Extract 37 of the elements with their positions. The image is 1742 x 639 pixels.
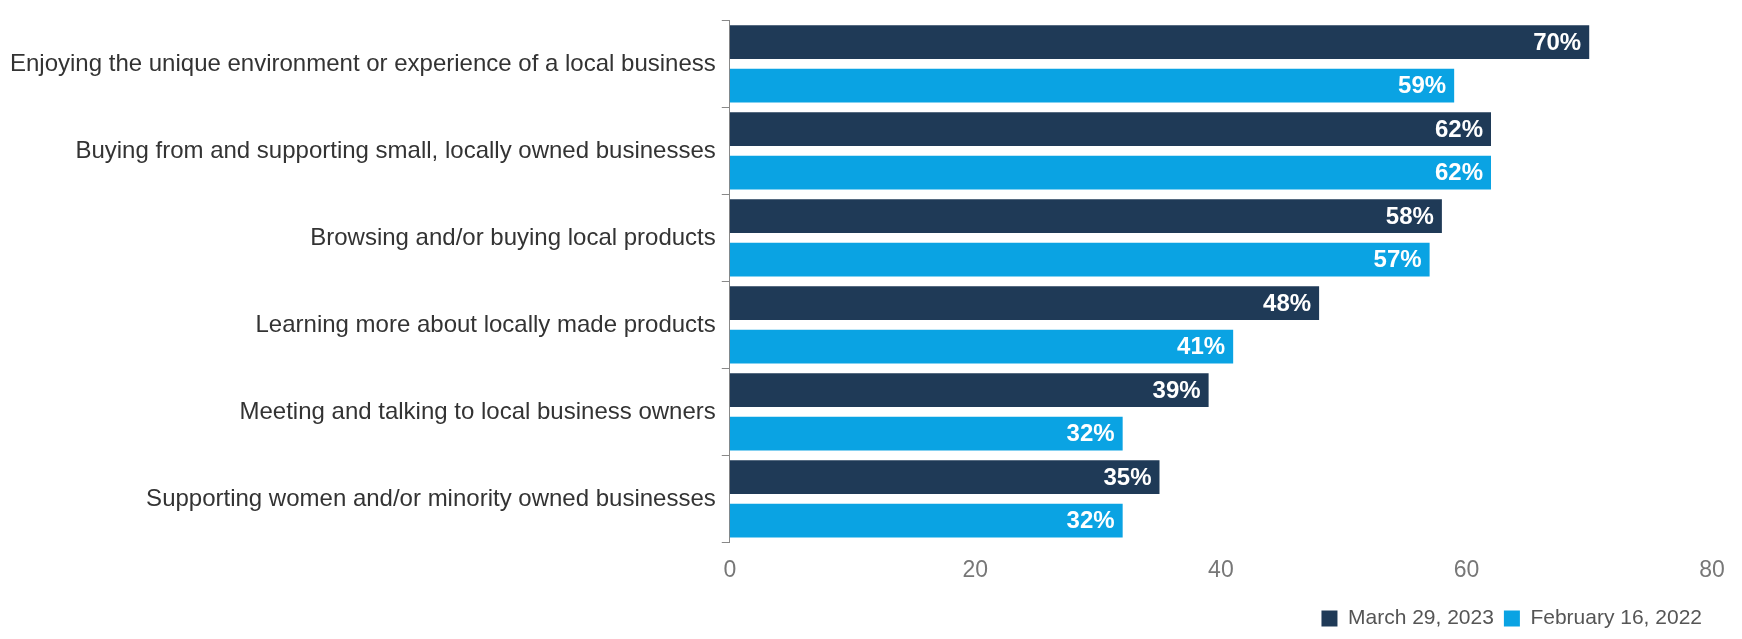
data-label: 39% <box>1152 375 1201 403</box>
data-label: 35% <box>1103 462 1152 490</box>
bar <box>729 112 1491 147</box>
y-tick-label: Supporting women and/or minority owned businesses <box>146 483 716 511</box>
y-tick-label: Buying from and supporting small, locally owned businesses <box>75 135 716 163</box>
bar <box>729 373 1209 408</box>
data-label: 70% <box>1533 27 1582 55</box>
x-tick-label: 20 <box>962 555 989 582</box>
x-tick-label: 40 <box>1208 555 1234 582</box>
x-tick-label: 80 <box>1699 555 1725 582</box>
bar <box>729 25 1590 60</box>
legend-label: March 29, 2023 <box>1347 605 1494 629</box>
y-tick-label: Meeting and talking to local business owners <box>239 396 716 424</box>
data-label: 59% <box>1398 71 1447 99</box>
data-label: 62% <box>1434 158 1483 186</box>
bar <box>729 199 1442 234</box>
bar <box>729 503 1123 538</box>
y-tick-label: Browsing and/or buying local products <box>310 222 716 250</box>
bar <box>729 242 1430 277</box>
x-tick-label: 60 <box>1453 555 1480 582</box>
bar <box>729 286 1320 321</box>
y-tick-label: Enjoying the unique environment or experience of a local business <box>9 48 716 76</box>
bar <box>729 416 1123 451</box>
data-label: 58% <box>1385 201 1434 229</box>
legend-label: February 16, 2022 <box>1530 605 1702 629</box>
data-label: 32% <box>1066 419 1115 447</box>
x-tick-label: 0 <box>723 555 737 582</box>
bar <box>729 155 1491 190</box>
data-label: 62% <box>1434 114 1483 142</box>
data-label: 57% <box>1373 245 1422 273</box>
data-label: 32% <box>1066 506 1115 534</box>
bar <box>729 329 1234 364</box>
bar <box>729 68 1455 103</box>
y-tick-label: Learning more about locally made products <box>255 309 716 337</box>
data-label: 48% <box>1263 288 1312 316</box>
bar <box>729 460 1160 495</box>
data-label: 41% <box>1177 332 1226 360</box>
